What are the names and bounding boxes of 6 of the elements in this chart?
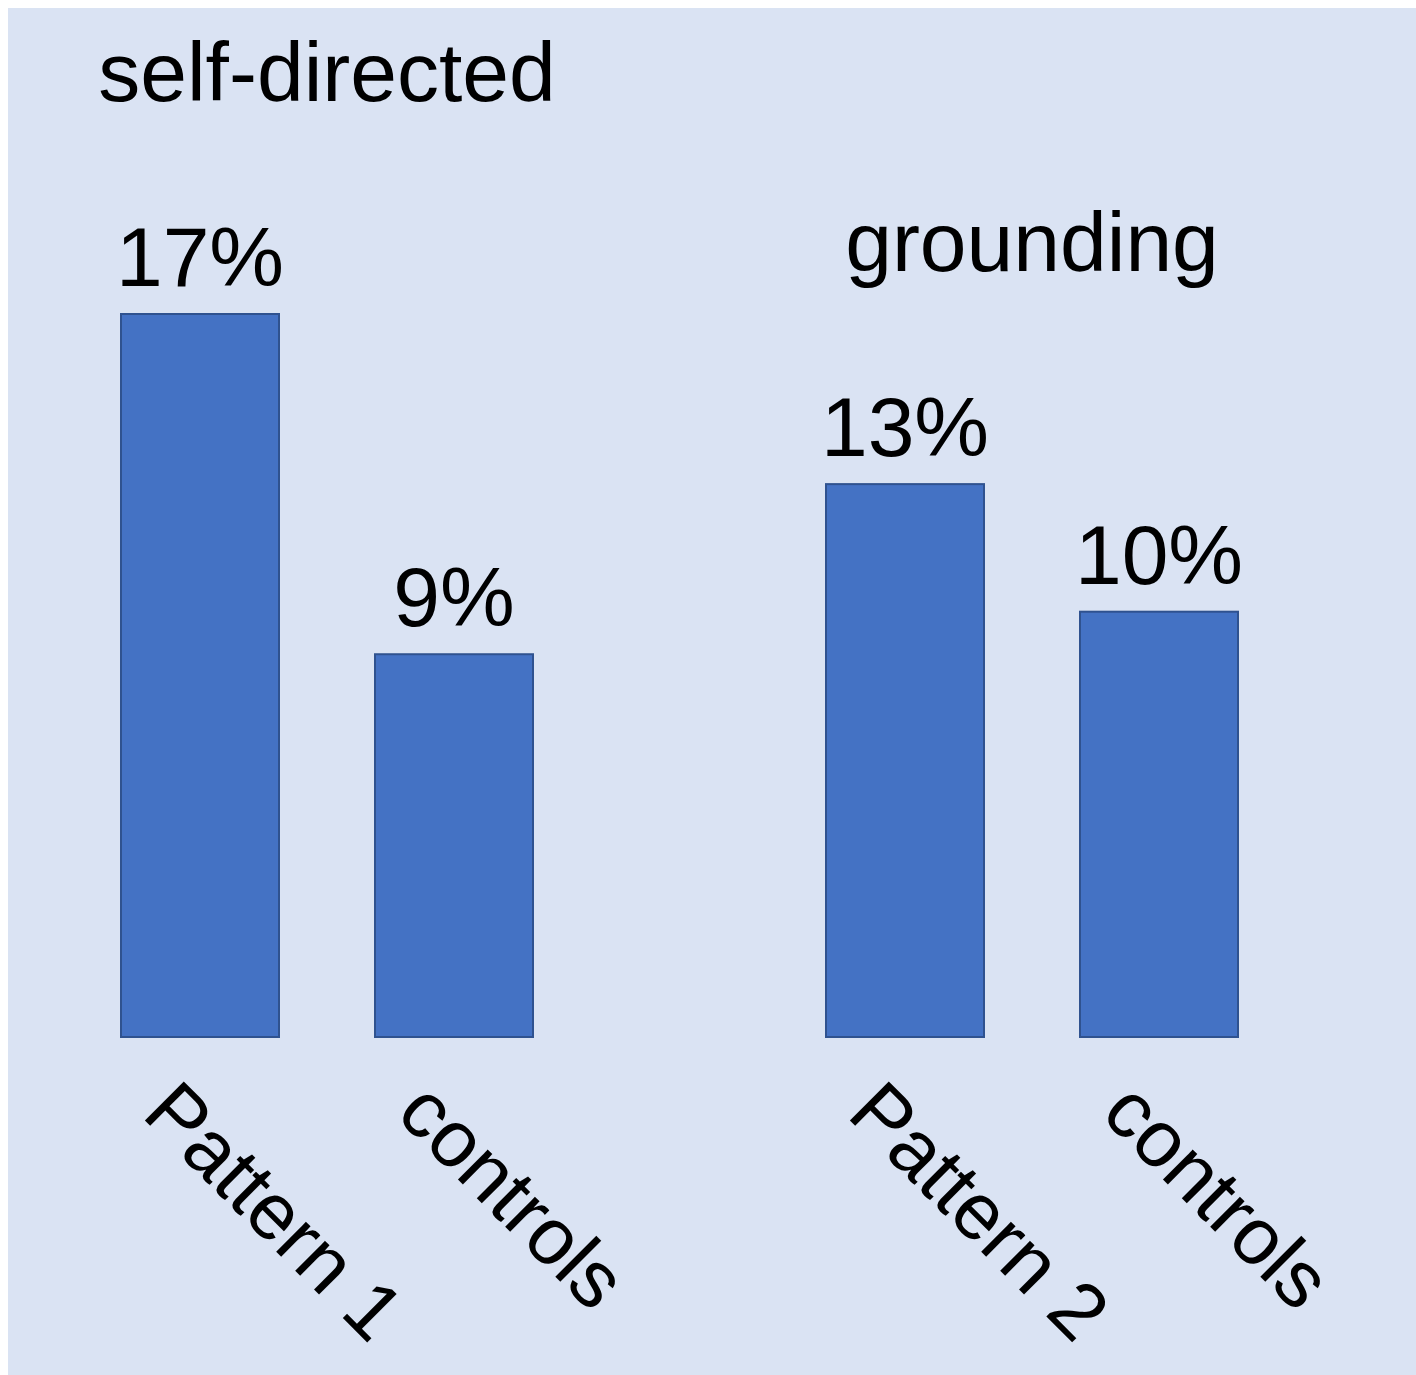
chart-title: self-directed bbox=[98, 25, 556, 119]
data-label: 9% bbox=[393, 550, 515, 645]
chart-title: grounding bbox=[845, 195, 1219, 290]
data-label: 13% bbox=[820, 380, 990, 475]
data-label: 17% bbox=[115, 210, 285, 304]
data-label: 10% bbox=[1074, 507, 1244, 602]
